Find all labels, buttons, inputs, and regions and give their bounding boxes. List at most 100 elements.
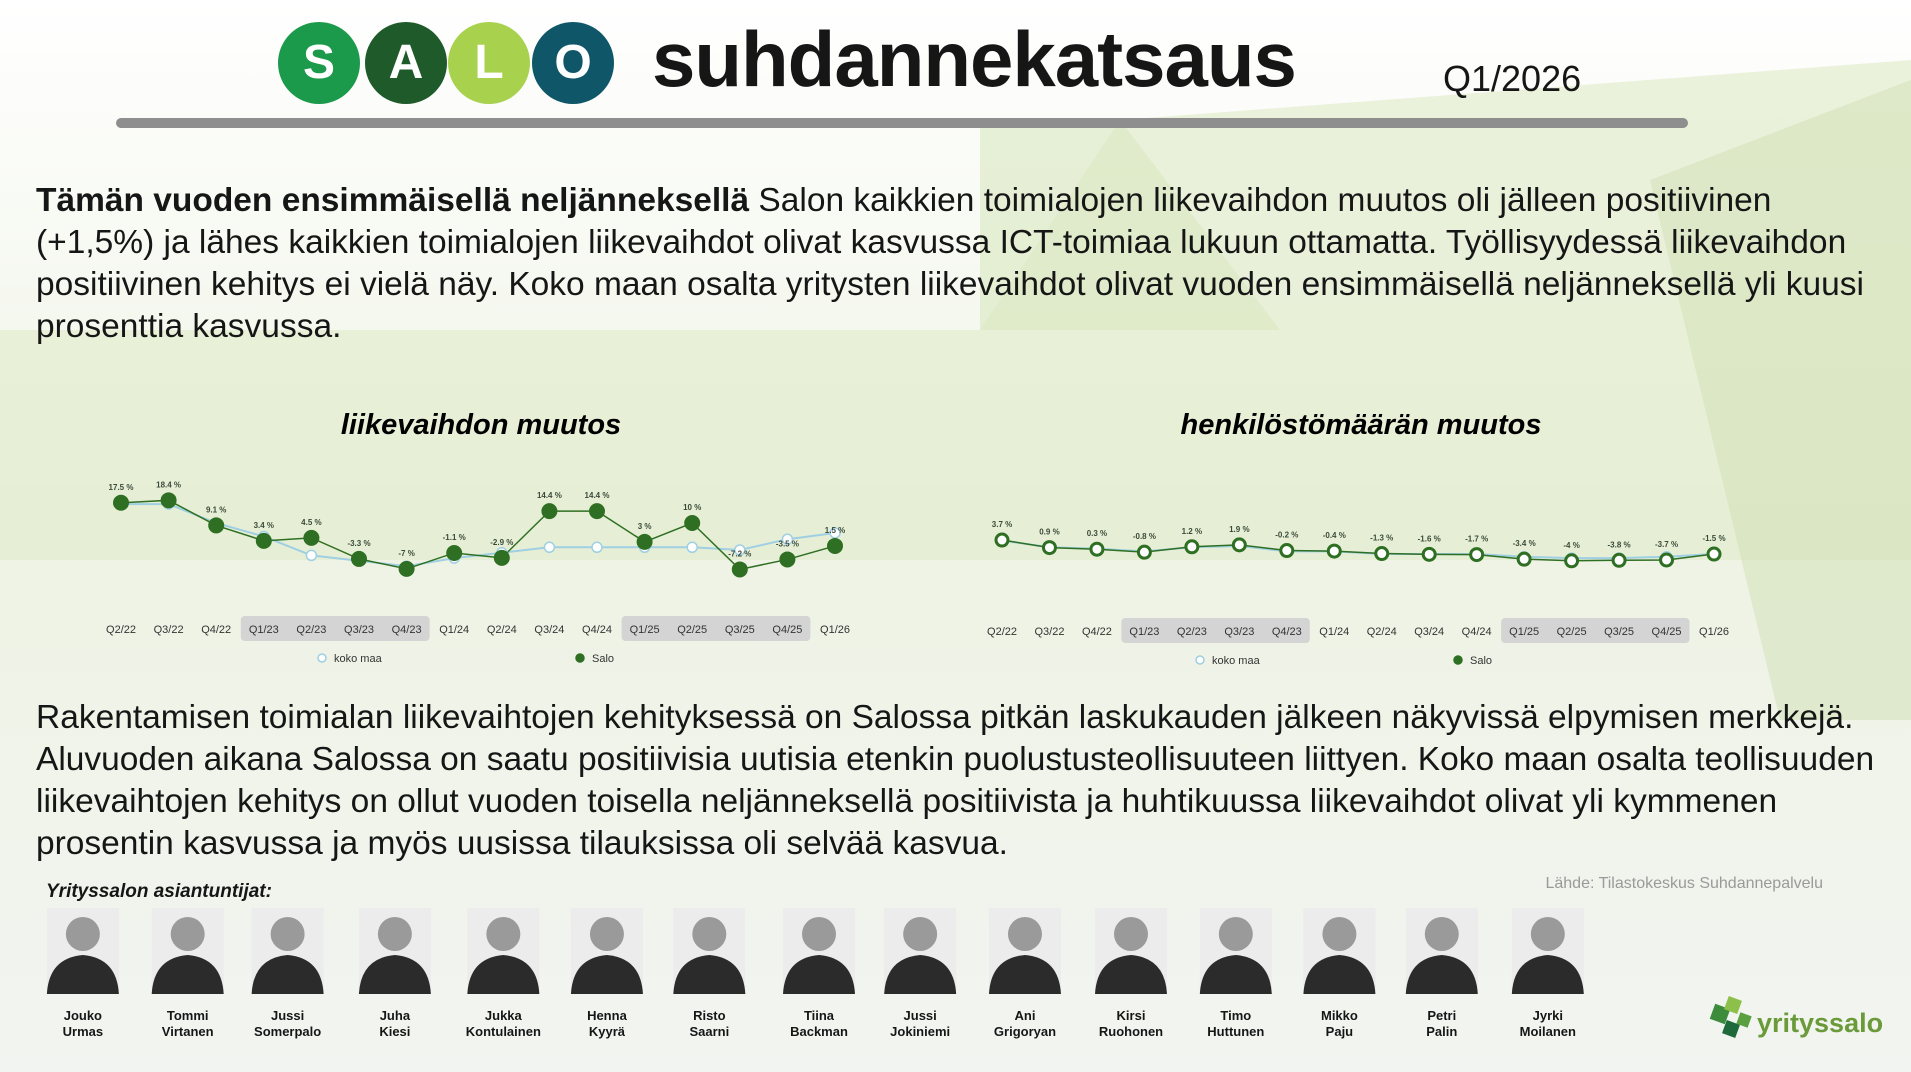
bg-shape <box>980 120 1280 330</box>
period-highlight <box>240 616 430 641</box>
marker <box>591 541 603 554</box>
photo-body <box>988 955 1061 994</box>
last-name: Huttunen <box>1207 1024 1265 1039</box>
legend-marker <box>575 653 585 663</box>
x-tick-label: Q3/22 <box>1034 626 1064 638</box>
first-name: Juha <box>379 1008 411 1023</box>
expert-name: Jouko Urmas <box>28 1008 138 1040</box>
data-label: 0.3 % <box>1087 529 1107 538</box>
last-name: Paju <box>1325 1024 1354 1039</box>
marker <box>1469 547 1485 563</box>
photo-head <box>802 917 836 951</box>
chart-title: henkilöstömäärän muutos <box>1181 409 1542 441</box>
marker <box>398 560 415 577</box>
marker <box>994 532 1010 548</box>
marker <box>303 529 320 546</box>
photo-body <box>358 955 431 994</box>
experts-title: Yrityssalon asiantuntijat: <box>46 881 272 902</box>
data-label: 17.5 % <box>109 483 134 492</box>
footer-logo-mark <box>1709 996 1752 1038</box>
x-tick-label: Q4/23 <box>1272 626 1302 638</box>
x-tick-label: Q3/23 <box>344 624 374 636</box>
data-label: -4 % <box>1563 541 1579 550</box>
last-name: Backman <box>790 1024 848 1039</box>
data-label: -7 % <box>398 549 414 558</box>
expert-name: Jyrki Moilanen <box>1493 1008 1603 1040</box>
first-name: Ani <box>1014 1008 1036 1023</box>
photo-head <box>1007 917 1042 951</box>
first-name: Mikko <box>1320 1008 1358 1023</box>
logo-letter: L <box>474 36 503 89</box>
title: suhdannekatsaus <box>652 15 1297 103</box>
legend-marker <box>317 653 327 663</box>
period: Q1/2026 <box>1443 58 1582 99</box>
expert-name: Kirsi Ruohonen <box>1076 1008 1186 1040</box>
x-tick-label: Q4/24 <box>1462 626 1492 638</box>
data-label: 14.4 % <box>537 491 562 500</box>
marker <box>255 532 272 549</box>
expert-name: Jussi Jokiniemi <box>865 1008 975 1040</box>
first-name: Jouko <box>63 1008 103 1023</box>
legend-label: koko maa <box>334 653 383 665</box>
intro-lead: Tämän vuoden ensimmäisellä neljänneksell… <box>36 182 750 219</box>
data-label: 3.4 % <box>254 521 274 530</box>
x-tick-label: Q4/22 <box>201 624 231 636</box>
data-label: -1.6 % <box>1418 534 1441 543</box>
expert-name: Tommi Virtanen <box>133 1008 243 1040</box>
photo-body <box>783 955 855 994</box>
expert-name: Petri Palin <box>1387 1008 1497 1040</box>
data-label: -1.7 % <box>1465 535 1488 544</box>
photo-head <box>1530 917 1565 951</box>
photo-head <box>1322 917 1357 951</box>
x-tick-label: Q4/23 <box>392 624 422 636</box>
x-tick-label: Q3/24 <box>1414 626 1444 638</box>
expert-name: Henna Kyyrä <box>552 1008 662 1040</box>
photos <box>46 908 1584 994</box>
logo-circle <box>365 22 447 104</box>
marker <box>1089 541 1105 557</box>
header-rule <box>116 118 1688 128</box>
marker <box>1659 552 1675 568</box>
legend-label: Salo <box>592 653 614 665</box>
marker <box>1231 537 1247 553</box>
last-name: Kontulainen <box>465 1024 541 1039</box>
data-label: 14.4 % <box>585 491 610 500</box>
data-label: -0.2 % <box>1275 531 1298 540</box>
marker <box>1041 540 1057 556</box>
data-label: 10 % <box>683 503 701 512</box>
legend-marker <box>1195 655 1205 665</box>
x-tick-label: Q4/25 <box>1652 626 1682 638</box>
last-name: Ruohonen <box>1098 1024 1164 1039</box>
marker <box>208 517 225 534</box>
first-name: Jussi <box>271 1008 305 1023</box>
photo-head <box>692 917 727 951</box>
x-tick-label: Q1/23 <box>1129 626 1159 638</box>
bg-shape <box>0 60 1911 560</box>
data-label: -1.3 % <box>1370 534 1393 543</box>
photo-body <box>46 955 119 994</box>
data-label: 3 % <box>638 522 652 531</box>
x-tick-label: Q1/24 <box>1319 626 1349 638</box>
logo-circle <box>448 22 530 104</box>
photo-head <box>903 917 938 951</box>
marker <box>779 551 796 568</box>
data-label: -0.8 % <box>1133 532 1156 541</box>
x-tick-label: Q3/25 <box>725 624 755 636</box>
first-name: Jyrki <box>1532 1008 1563 1023</box>
data-label: -3.7 % <box>1655 540 1678 549</box>
logo-letter: A <box>389 36 424 89</box>
photo-head <box>589 917 624 951</box>
first-name: Jussi <box>903 1008 937 1023</box>
x-tick-label: Q1/26 <box>820 624 850 636</box>
marker <box>543 541 556 554</box>
data-label: 18.4 % <box>156 480 181 489</box>
last-name: Kyyrä <box>588 1024 625 1039</box>
chart-title: liikevaihdon muutos <box>341 409 621 441</box>
data-label: 1.5 % <box>825 526 845 535</box>
marker <box>734 544 746 556</box>
marker <box>1516 551 1532 567</box>
x-tick-label: Q2/24 <box>487 624 517 636</box>
